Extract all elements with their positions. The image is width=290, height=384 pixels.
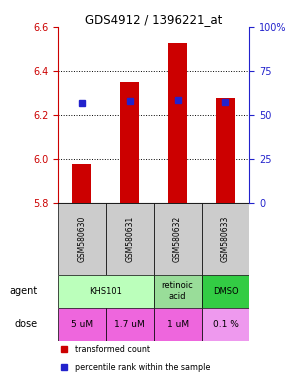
Text: 5 uM: 5 uM (71, 319, 93, 329)
Text: 0.1 %: 0.1 % (213, 319, 238, 329)
Bar (72, 164, 92, 203)
Text: percentile rank within the sample: percentile rank within the sample (75, 363, 211, 372)
Text: agent: agent (10, 286, 38, 296)
Bar (154, 203, 202, 275)
Text: DMSO: DMSO (213, 286, 238, 296)
Bar (216, 98, 235, 203)
Bar (106, 308, 154, 341)
Text: GSM580633: GSM580633 (221, 215, 230, 262)
Text: 1.7 uM: 1.7 uM (114, 319, 145, 329)
Bar (58, 308, 106, 341)
Text: retinoic
acid: retinoic acid (162, 281, 193, 301)
Text: GSM580631: GSM580631 (125, 216, 134, 262)
Bar (202, 308, 249, 341)
Text: KHS101: KHS101 (89, 286, 122, 296)
Text: 1 uM: 1 uM (166, 319, 189, 329)
Text: GSM580630: GSM580630 (77, 215, 86, 262)
Bar (154, 308, 202, 341)
Bar (168, 43, 187, 203)
Title: GDS4912 / 1396221_at: GDS4912 / 1396221_at (85, 13, 222, 26)
Bar (58, 203, 106, 275)
Bar (106, 203, 154, 275)
Bar (120, 82, 139, 203)
Bar (202, 275, 249, 308)
Bar (154, 275, 202, 308)
Bar (58, 275, 154, 308)
Text: transformed count: transformed count (75, 345, 150, 354)
Text: dose: dose (15, 319, 38, 329)
Text: GSM580632: GSM580632 (173, 216, 182, 262)
Bar (202, 203, 249, 275)
